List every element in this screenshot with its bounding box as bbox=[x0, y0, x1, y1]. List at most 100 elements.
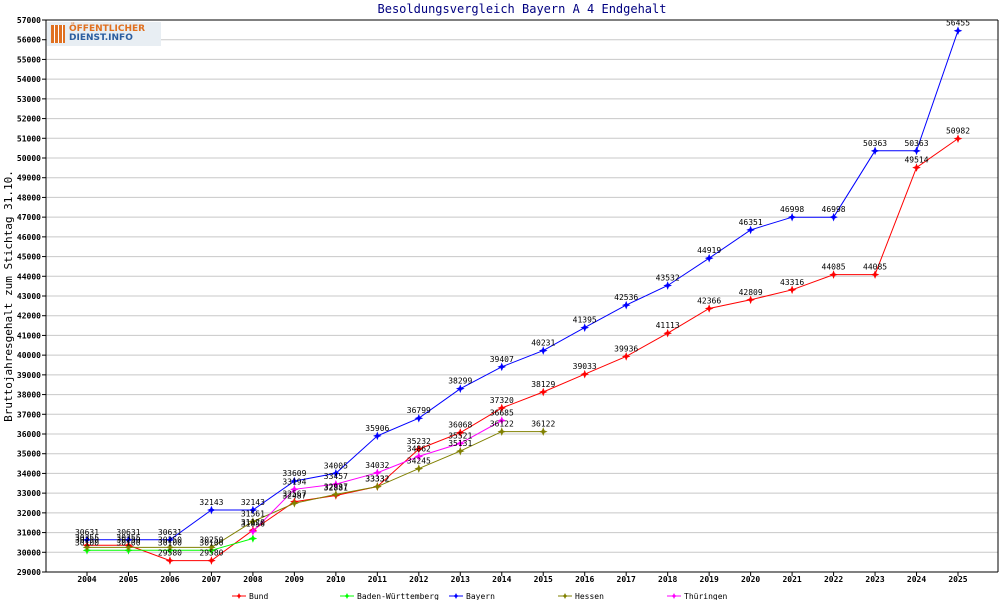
data-point bbox=[455, 439, 465, 448]
data-label: 41395 bbox=[573, 316, 597, 325]
data-label: 30355 bbox=[75, 533, 99, 542]
series-4 bbox=[248, 416, 507, 536]
legend-item: Thüringen bbox=[667, 592, 728, 600]
legend-marker bbox=[671, 593, 677, 599]
data-label: 32881 bbox=[324, 483, 348, 492]
data-point bbox=[912, 163, 921, 172]
data-point bbox=[870, 146, 880, 156]
legend-marker bbox=[236, 593, 242, 599]
logo-text: ÖFFENTLICHER DIENST.INFO bbox=[69, 25, 145, 43]
y-tick-label: 49000 bbox=[17, 174, 41, 183]
data-point bbox=[373, 431, 382, 441]
data-point bbox=[663, 328, 672, 338]
data-label: 31120 bbox=[241, 518, 265, 527]
data-label: 33609 bbox=[282, 469, 306, 478]
data-point bbox=[248, 505, 258, 515]
x-tick-label: 2009 bbox=[285, 575, 304, 584]
chart-title: Besoldungsvergleich Bayern A 4 Endgehalt bbox=[378, 2, 667, 16]
legend-marker bbox=[453, 593, 459, 599]
data-label: 46351 bbox=[739, 218, 763, 227]
y-tick-label: 55000 bbox=[17, 55, 41, 64]
legend-item: Bayern bbox=[449, 592, 495, 600]
data-label: 30100 bbox=[158, 538, 182, 547]
data-point bbox=[580, 323, 590, 332]
data-label: 43532 bbox=[656, 274, 680, 283]
data-point bbox=[497, 403, 507, 413]
x-tick-label: 2017 bbox=[617, 575, 636, 584]
data-label: 34245 bbox=[407, 457, 431, 466]
data-label: 41113 bbox=[656, 321, 680, 330]
data-label: 36685 bbox=[490, 408, 514, 417]
data-label: 32567 bbox=[282, 490, 306, 499]
legend-marker bbox=[344, 593, 350, 599]
data-point bbox=[248, 534, 258, 543]
legend-item: Baden-Württemberg bbox=[340, 592, 439, 600]
x-tick-label: 2019 bbox=[700, 575, 719, 584]
data-point bbox=[455, 428, 465, 437]
legend: Bund Baden-Württemberg Bayern Hessen Thüring… bbox=[232, 592, 728, 600]
y-tick-label: 40000 bbox=[17, 351, 41, 360]
data-label: 39936 bbox=[614, 344, 638, 353]
x-tick-label: 2011 bbox=[368, 575, 387, 584]
data-label: 39033 bbox=[573, 362, 597, 371]
legend-label: Bund bbox=[249, 592, 268, 600]
data-label: 56455 bbox=[946, 19, 970, 28]
data-label: 35131 bbox=[448, 439, 472, 448]
data-point bbox=[207, 543, 216, 552]
x-tick-label: 2010 bbox=[326, 575, 345, 584]
y-tick-label: 50000 bbox=[17, 154, 41, 163]
data-point bbox=[414, 413, 424, 423]
data-point bbox=[787, 285, 797, 295]
x-tick-label: 2025 bbox=[948, 575, 967, 584]
y-tick-label: 38000 bbox=[17, 391, 41, 400]
data-label: 35521 bbox=[448, 431, 472, 440]
y-tick-label: 57000 bbox=[17, 16, 41, 25]
data-point bbox=[621, 300, 631, 310]
data-point bbox=[912, 146, 921, 156]
legend-label: Baden-Württemberg bbox=[357, 592, 439, 600]
data-label: 50363 bbox=[863, 139, 887, 148]
data-label: 43316 bbox=[780, 278, 804, 287]
data-point bbox=[165, 543, 175, 552]
data-point bbox=[248, 527, 258, 536]
data-label: 30250 bbox=[116, 535, 140, 544]
series-2 bbox=[82, 26, 963, 545]
data-label: 44919 bbox=[697, 246, 721, 255]
data-point bbox=[580, 369, 590, 379]
data-label: 50363 bbox=[904, 139, 928, 148]
y-tick-label: 37000 bbox=[17, 410, 41, 419]
x-tick-label: 2014 bbox=[492, 575, 511, 584]
legend-item: Bund bbox=[232, 592, 268, 600]
y-tick-label: 44000 bbox=[17, 272, 41, 281]
data-point bbox=[953, 26, 963, 36]
legend-label: Hessen bbox=[575, 592, 604, 600]
y-tick-label: 46000 bbox=[17, 233, 41, 242]
data-label: 44085 bbox=[863, 263, 887, 272]
data-label: 40231 bbox=[531, 339, 555, 348]
x-tick-label: 2020 bbox=[741, 575, 760, 584]
data-point bbox=[829, 270, 838, 279]
data-point bbox=[455, 384, 465, 393]
data-label: 50982 bbox=[946, 127, 970, 136]
y-axis-label: Bruttojahresgehalt zum Stichtag 31.10. bbox=[2, 170, 15, 422]
data-point bbox=[124, 543, 133, 552]
series-line bbox=[87, 138, 959, 562]
data-label: 34005 bbox=[324, 461, 348, 470]
logo-line1: ÖFFENTLICHER bbox=[69, 24, 146, 34]
x-tick-label: 2005 bbox=[119, 575, 138, 584]
data-label: 31561 bbox=[241, 510, 265, 519]
series-lines bbox=[82, 26, 963, 565]
y-tick-label: 42000 bbox=[17, 312, 41, 321]
x-tick-label: 2022 bbox=[824, 575, 843, 584]
data-point bbox=[165, 556, 175, 565]
legend-item: Hessen bbox=[558, 592, 604, 600]
data-label: 30250 bbox=[75, 535, 99, 544]
logo-line2: DIENST.INFO bbox=[69, 33, 133, 43]
data-label: 30250 bbox=[199, 535, 223, 544]
data-labels: 30631 30631 30631 32143 32143 33609 34005 35906… bbox=[75, 19, 970, 558]
y-tick-label: 47000 bbox=[17, 213, 41, 222]
data-label: 44085 bbox=[822, 263, 846, 272]
x-tick-label: 2023 bbox=[865, 575, 884, 584]
y-tick-label: 45000 bbox=[17, 253, 41, 262]
data-label: 42809 bbox=[739, 288, 763, 297]
